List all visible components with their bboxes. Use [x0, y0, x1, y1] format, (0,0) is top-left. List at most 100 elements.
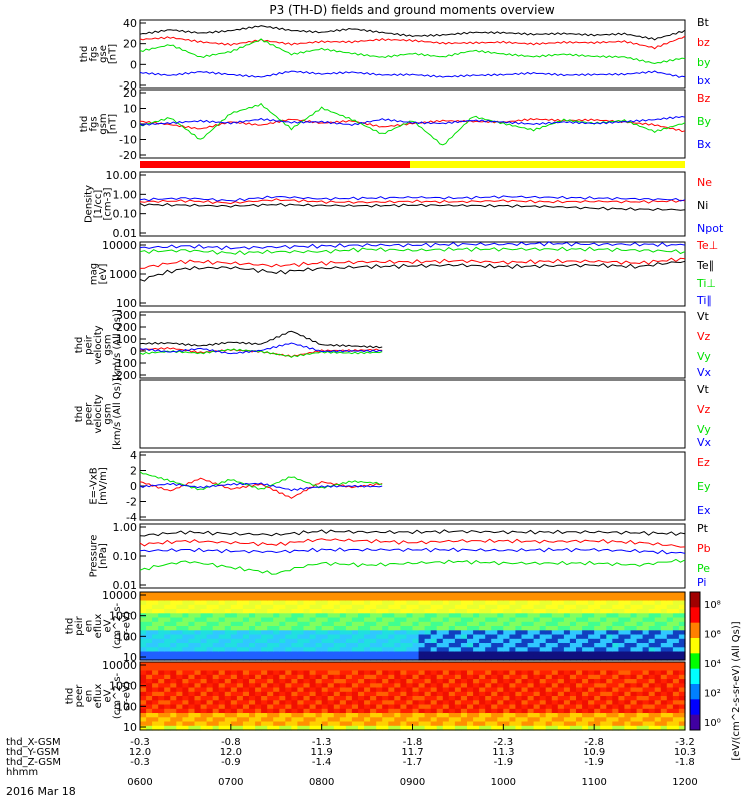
- svg-text:gsm: gsm: [98, 113, 109, 134]
- svg-text:fgs: fgs: [88, 116, 99, 131]
- legend-Vx: Vx: [697, 436, 712, 449]
- legend-Ti∥: Ti∥: [696, 294, 712, 307]
- y-tick-label: 100: [116, 700, 137, 713]
- y-tick-label: 1000: [109, 610, 137, 623]
- panel-peir-velocity: 3002001000-100-200thdpeirvelocitygsm[km/…: [74, 309, 712, 382]
- axis-row-value: 12.0: [220, 747, 242, 758]
- series-Ex-line: [139, 482, 383, 492]
- colorbar-segment: [690, 592, 700, 608]
- series-Pb-line: [139, 538, 686, 548]
- svg-text:[mV/m]: [mV/m]: [98, 467, 109, 505]
- y-tick-label: -100: [112, 357, 137, 370]
- colorbar-frame: [689, 591, 701, 731]
- y-tick-label: 10: [123, 103, 137, 116]
- legend-Ti⊥: Ti⊥: [696, 277, 716, 290]
- y-tick-label: 0.10: [113, 550, 138, 563]
- y-tick-label: 2: [130, 465, 137, 478]
- y-tick-label: 1.00: [113, 188, 138, 201]
- axis-row-value: -1.9: [584, 757, 604, 768]
- status-bar-yellow: [410, 161, 685, 168]
- svg-text:[km/s (All Qs)]: [km/s (All Qs)]: [112, 378, 123, 450]
- panel-density: 10.00 1.00 0.10 0.01 Density[1/cc][cm-3] Ne Ni…: [84, 169, 724, 240]
- y-tick-label: 100: [116, 297, 137, 310]
- series-Pt-line: [139, 529, 686, 537]
- legend-Vx: Vx: [697, 366, 712, 379]
- x-tick-label: 0800: [309, 777, 334, 788]
- svg-text:peer: peer: [74, 684, 85, 708]
- y-tick-label: 10000: [102, 239, 137, 252]
- legend-By: By: [697, 115, 712, 128]
- series-Bt-line: [139, 25, 686, 41]
- series-Bx-line: [139, 115, 686, 127]
- svg-text:fgs: fgs: [88, 46, 99, 61]
- svg-text:en: en: [84, 620, 95, 633]
- svg-text:[1/cc]: [1/cc]: [93, 190, 104, 219]
- y-tick-label: 10000: [102, 659, 137, 672]
- colorbar: 10⁸ 10⁶ 10⁴ 10² 10⁰ [eV/(cm^2-s-sr-eV) (All Q…: [689, 591, 742, 761]
- svg-text:peer: peer: [84, 402, 95, 426]
- colorbar-tick-label: 10⁸: [704, 600, 721, 611]
- axis-row-value: -2.3: [494, 737, 514, 748]
- legend-Npot: Npot: [697, 222, 724, 235]
- svg-text:thd: thd: [79, 46, 90, 63]
- legend-Vz: Vz: [697, 330, 711, 343]
- legend-Bx: Bx: [697, 138, 712, 151]
- y-tick-label: 0.01: [113, 227, 138, 240]
- y-tick-label: 4: [130, 449, 137, 462]
- y-tick-label: -10: [119, 134, 137, 147]
- y-tick-label: 10: [123, 651, 137, 664]
- y-tick-label: 200: [116, 321, 137, 334]
- series-Pe-line: [139, 558, 686, 575]
- svg-text:en: en: [84, 690, 95, 703]
- axis-row-value: 11.7: [401, 747, 423, 758]
- legend-Te∥: Te∥: [696, 259, 714, 272]
- colorbar-tick-label: 10⁰: [704, 718, 721, 729]
- y-tick-label: 0: [130, 480, 137, 493]
- legend-Ne: Ne: [697, 176, 712, 189]
- legend-Vt: Vt: [697, 383, 710, 396]
- y-tick-label: 0: [130, 345, 137, 358]
- legend-Pt: Pt: [697, 522, 709, 535]
- legend-Vy: Vy: [697, 423, 711, 436]
- y-tick-label: -20: [119, 149, 137, 162]
- svg-text:thd: thd: [65, 688, 76, 705]
- svg-text:sr-eV): sr-eV): [122, 611, 133, 640]
- svg-text:thd: thd: [79, 116, 90, 133]
- colorbar-label: [eV/(cm^2-s-sr-eV) (All Qs)]: [731, 621, 742, 760]
- svg-text:thd: thd: [74, 337, 85, 354]
- y-tick-label: 1000: [109, 268, 137, 281]
- series-Ey-line: [139, 471, 383, 491]
- svg-text:Density: Density: [84, 185, 95, 223]
- axis-row-value: -2.8: [584, 737, 604, 748]
- series-By-line: [139, 102, 686, 146]
- legend-Pb: Pb: [697, 542, 711, 555]
- series-bx-line: [139, 70, 686, 78]
- svg-text:velocity: velocity: [93, 394, 104, 433]
- legend-Ey: Ey: [697, 480, 711, 493]
- y-tick-label: 0.01: [113, 579, 138, 592]
- legend-bz: bz: [697, 36, 710, 49]
- axis-row-value: -0.8: [221, 737, 241, 748]
- panel-peer-eflux: 10000 1000 100 10 thdpeerenefluxeV(cm^2-s-sr…: [65, 659, 686, 734]
- series-Te∥-line: [139, 260, 686, 282]
- axis-row-value: -0.3: [130, 757, 150, 768]
- y-tick-label: 100: [116, 630, 137, 643]
- axis-row-value: -1.3: [312, 737, 332, 748]
- axis-row-value: 11.3: [492, 747, 514, 758]
- svg-text:(cm^2-s-: (cm^2-s-: [112, 602, 123, 649]
- svg-text:mag: mag: [88, 263, 99, 285]
- y-tick-label: 300: [116, 309, 137, 322]
- x-tick-label: 0600: [127, 777, 152, 788]
- y-tick-label: 10000: [102, 589, 137, 602]
- y-tick-label: 40: [123, 17, 137, 30]
- axis-row-value: -0.9: [221, 757, 241, 768]
- series-by-line: [139, 38, 686, 65]
- x-tick-label: 0900: [400, 777, 425, 788]
